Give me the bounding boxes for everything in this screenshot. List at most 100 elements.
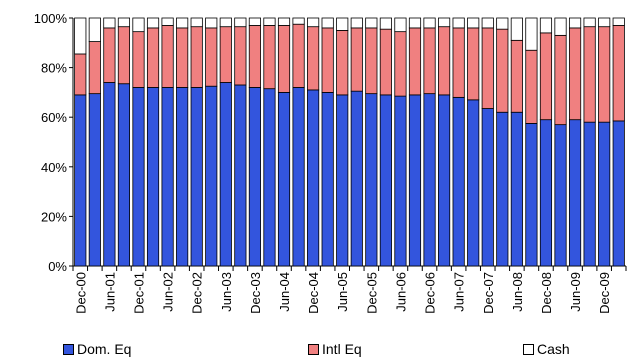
bar-segment-cash [525,17,538,51]
bar-segment-cash [205,17,218,29]
bar-segment-dom-eq [379,94,392,267]
bar-segment-intl-eq [277,25,291,93]
bar-segment-cash [379,17,392,30]
bar-segment-dom-eq [117,83,131,267]
legend-item-cash: Cash [523,340,570,358]
x-tick-label: Jun-03 [219,272,234,312]
bar-segment-intl-eq [234,26,247,86]
bar-segment-cash [307,17,320,28]
bar-segment-cash [496,17,509,30]
bar-segment-cash [423,17,436,29]
bar-segment-intl-eq [205,27,218,87]
bar-segment-intl-eq [554,34,567,126]
bar-segment-intl-eq [176,27,189,88]
y-tick-label: 20% [41,209,67,224]
x-tick-label: Jun-01 [102,272,117,312]
bar-segment-dom-eq [88,93,101,267]
bar-segment-cash [103,17,116,29]
bar-segment-dom-eq [525,123,538,267]
bar-segment-dom-eq [539,119,553,267]
y-tick-label: 80% [41,61,67,76]
bar-segment-intl-eq [583,26,596,123]
bar-segment-dom-eq [481,108,494,267]
bar-segment-cash [292,17,305,25]
bar-segment-intl-eq [263,25,276,90]
bar-segment-dom-eq [467,99,480,267]
bar-segment-dom-eq [554,124,567,267]
bar-segment-cash [408,17,422,29]
bar-segment-dom-eq [350,90,363,267]
bar-segment-intl-eq [74,53,87,96]
bar-segment-dom-eq [394,95,407,267]
bar-segment-cash [277,17,291,26]
bar-segment-intl-eq [612,25,625,122]
x-tick-label: Jun-05 [335,272,350,312]
x-tick-label: Jun-08 [510,272,525,312]
bar-segment-cash [234,17,247,28]
x-tick-label: Dec-09 [597,272,612,314]
bar-segment-dom-eq [452,96,465,267]
bar-segment-dom-eq [321,92,334,267]
bar-segment-cash [248,17,261,26]
bar-segment-dom-eq [336,94,349,267]
bar-segment-intl-eq [248,25,261,88]
bar-segment-cash [161,17,174,26]
legend-label-dom-eq: Dom. Eq [77,341,132,357]
bar-segment-intl-eq [365,27,378,95]
x-tick-label: Jun-02 [161,272,176,312]
legend-label-intl-eq: Intl Eq [322,341,362,357]
bar-segment-cash [539,17,553,34]
bar-segment-cash [263,17,276,26]
bar-segment-cash [598,17,611,28]
bar-segment-intl-eq [190,26,203,88]
y-tick-label: 0% [48,259,67,274]
x-tick-label: Jun-07 [452,272,467,312]
x-tick-label: Dec-08 [539,272,554,314]
bar-segment-cash [583,17,596,28]
bar-segment-intl-eq [438,26,451,96]
bar-segment-dom-eq [263,88,276,267]
x-tick-label: Dec-04 [306,272,321,314]
x-tick-label: Jun-06 [393,272,408,312]
x-tick-label: Dec-06 [423,272,438,314]
bar-segment-intl-eq [510,39,523,113]
bar-segment-cash [336,17,349,31]
bar-segment-dom-eq [408,94,422,267]
bar-segment-intl-eq [350,27,363,92]
bar-segment-intl-eq [408,27,422,96]
legend-swatch-cash [523,343,534,355]
x-tick-label: Jun-04 [277,272,292,312]
bar-segment-intl-eq [423,27,436,95]
bar-segment-dom-eq [612,120,625,267]
bar-segment-dom-eq [103,82,116,267]
bar-segment-cash [365,17,378,29]
bar-segment-cash [394,17,407,33]
bar-segment-intl-eq [379,28,392,96]
bar-segment-dom-eq [365,93,378,267]
bar-segment-dom-eq [161,87,174,267]
bar-segment-dom-eq [146,87,160,267]
bar-segment-cash [321,17,334,29]
legend-item-intl-eq: Intl Eq [308,340,362,358]
bar-segment-cash [467,17,480,29]
bar-segment-intl-eq [307,26,320,91]
bar-segment-dom-eq [598,121,611,267]
bar-segment-dom-eq [132,87,145,267]
bar-segment-intl-eq [336,29,349,96]
bar-segment-intl-eq [539,32,553,121]
bar-segment-cash [554,17,567,36]
bar-segment-cash [510,17,523,41]
bar-segment-dom-eq [438,94,451,267]
bar-segment-cash [481,17,494,29]
bar-segment-cash [146,17,160,29]
bar-segment-intl-eq [219,26,232,83]
bar-segment-dom-eq [176,87,189,267]
bar-segment-dom-eq [190,87,203,267]
bar-segment-intl-eq [132,31,145,88]
bar-segment-cash [74,17,87,55]
bar-segment-intl-eq [321,27,334,93]
x-tick-label: Dec-01 [131,272,146,314]
bar-segment-intl-eq [161,25,174,88]
y-tick-label: 60% [41,110,67,125]
bar-segment-intl-eq [103,27,116,83]
